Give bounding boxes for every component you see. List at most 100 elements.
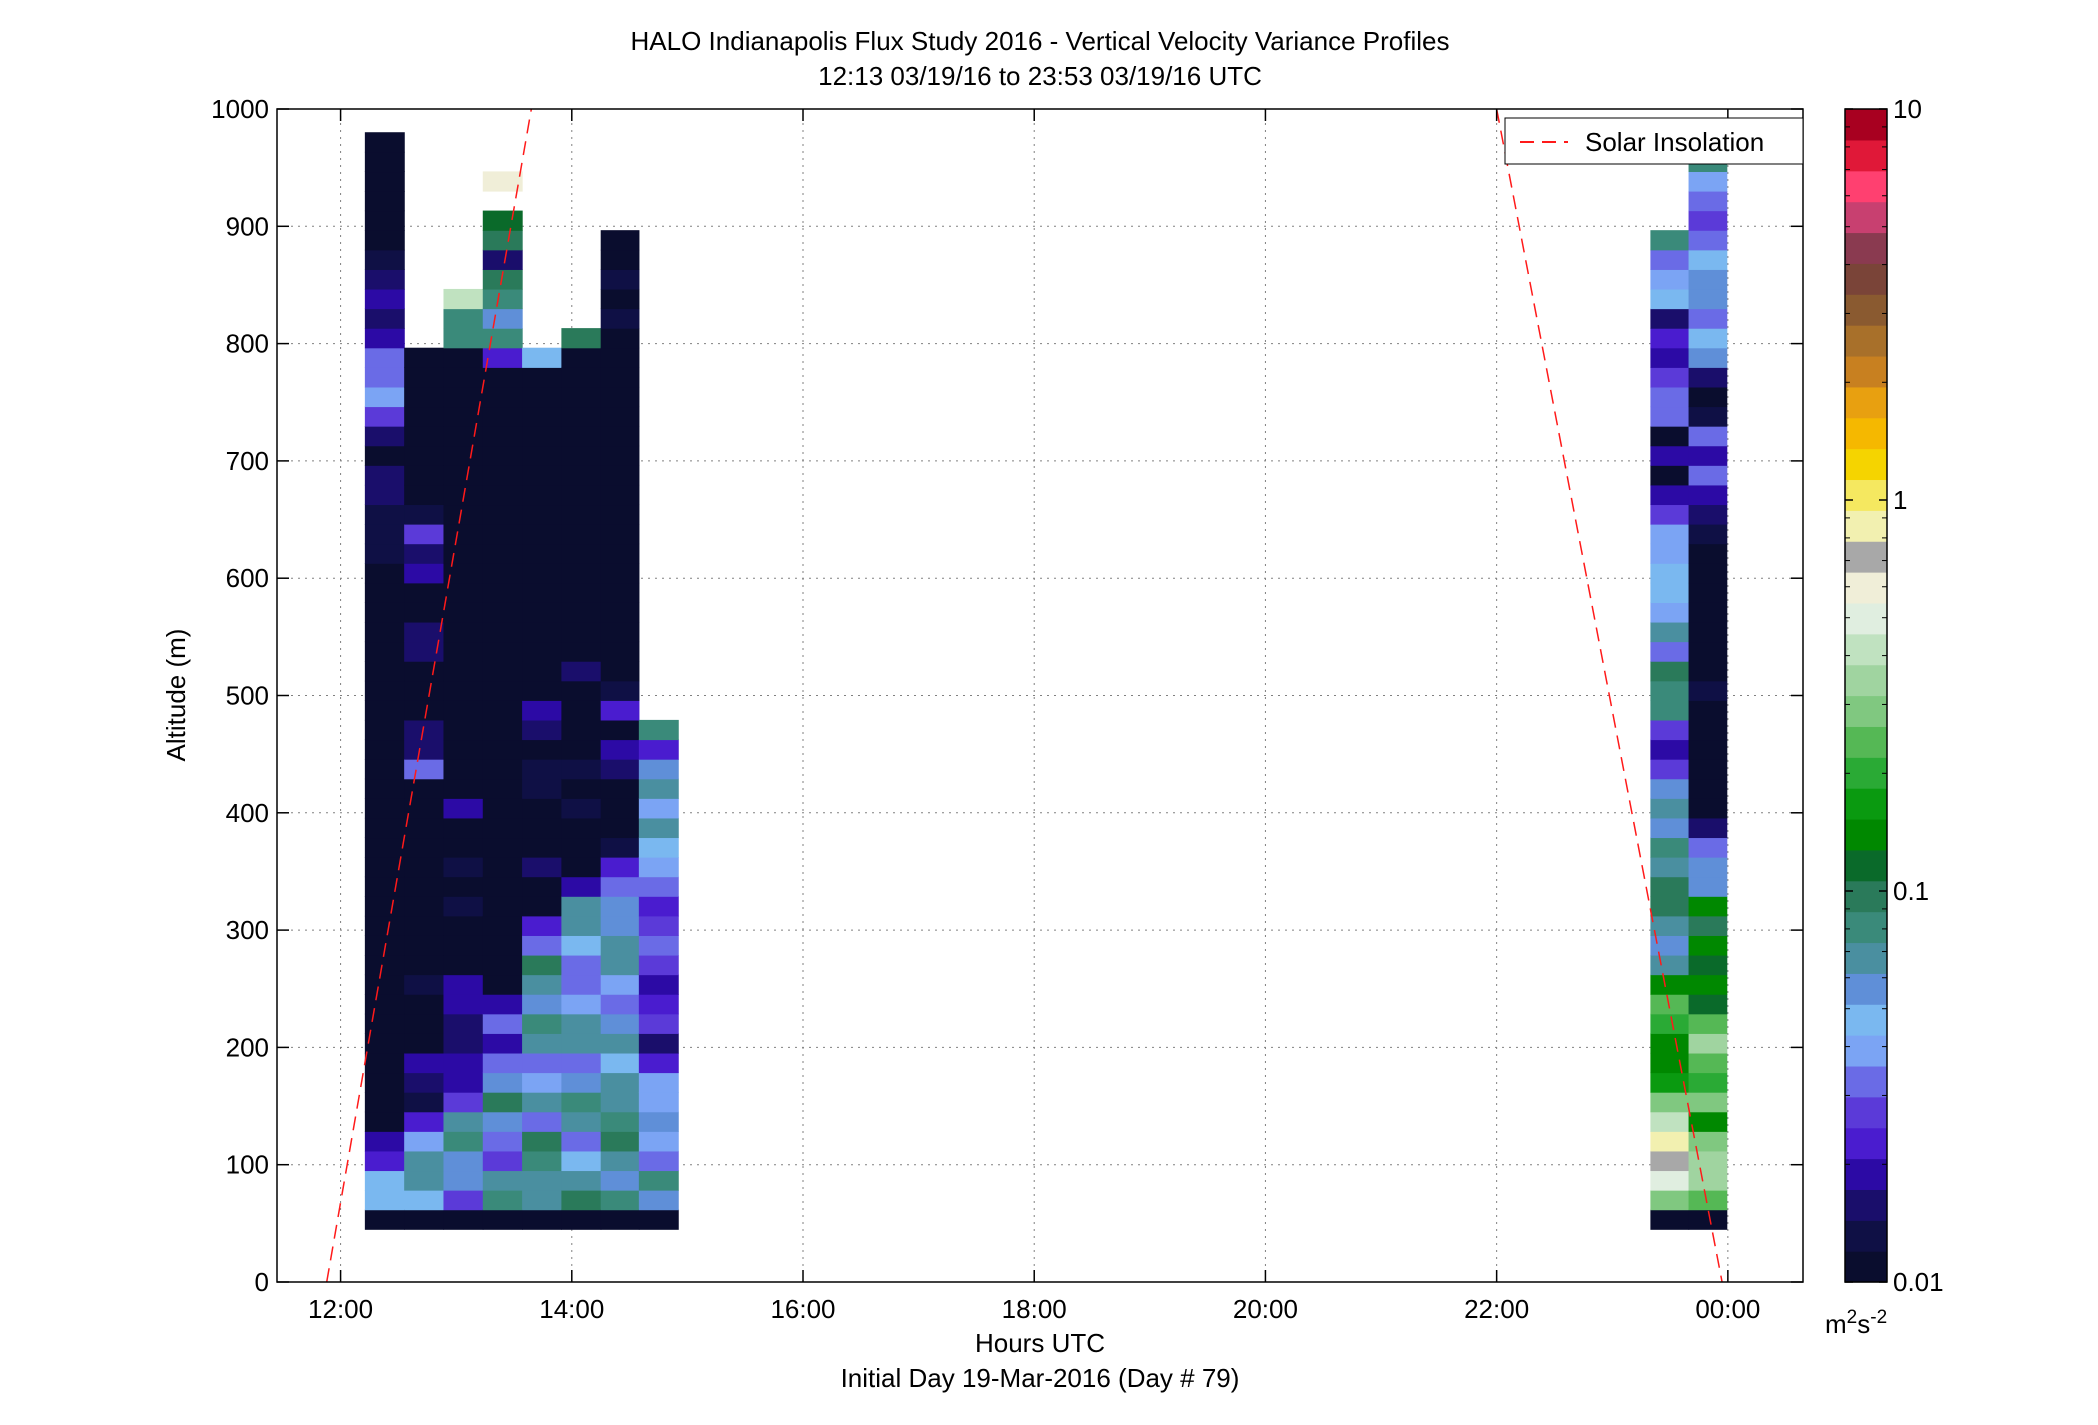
heatmap-cell — [600, 602, 640, 623]
heatmap-cell — [443, 817, 484, 839]
colorbar-unit: m2s-2 — [1825, 1307, 1887, 1339]
heatmap-cell — [404, 1072, 445, 1093]
colorbar-segment — [1845, 818, 1887, 851]
colorbar-segment — [1845, 880, 1887, 913]
heatmap-cell — [561, 641, 602, 662]
heatmap-cell — [522, 484, 562, 506]
colorbar-segment — [1845, 1096, 1887, 1129]
heatmap-cell — [404, 817, 445, 839]
heatmap-cell — [1650, 1052, 1690, 1074]
heatmap-cell — [364, 465, 405, 486]
heatmap-cell — [561, 935, 602, 956]
heatmap-cell — [561, 954, 602, 976]
heatmap-cell — [482, 484, 523, 506]
heatmap-cell — [443, 994, 484, 1015]
colorbar-segment — [1845, 1065, 1887, 1098]
heatmap-cell — [600, 1033, 640, 1054]
heatmap-cell — [1688, 367, 1728, 388]
heatmap-cell — [522, 876, 562, 897]
heatmap-cell — [600, 759, 640, 780]
colorbar-segment — [1845, 1158, 1887, 1190]
colorbar-segment — [1845, 417, 1887, 450]
heatmap-cell — [638, 935, 679, 956]
heatmap-cell — [522, 974, 562, 995]
colorbar-segment — [1845, 942, 1887, 974]
y-tick-label: 500 — [226, 681, 269, 711]
heatmap-cell — [1688, 641, 1728, 662]
heatmap-cell — [522, 1092, 562, 1113]
heatmap-cell — [600, 661, 640, 682]
heatmap-cell — [482, 837, 523, 858]
heatmap-cell — [561, 719, 602, 741]
legend: Solar Insolation — [1504, 117, 1804, 165]
heatmap-cell — [638, 1092, 679, 1113]
heatmap-cell — [1688, 719, 1728, 741]
heatmap-cell — [364, 1052, 405, 1074]
heatmap-cell — [443, 1131, 484, 1152]
heatmap-cell — [522, 759, 562, 780]
heatmap-cell — [522, 1150, 562, 1172]
heatmap-cell — [482, 602, 523, 623]
heatmap-cell — [443, 602, 484, 623]
heatmap-cell — [404, 465, 445, 486]
heatmap-cell — [443, 504, 484, 525]
heatmap-cell — [561, 778, 602, 799]
heatmap-cell — [561, 994, 602, 1015]
heatmap-cell — [561, 582, 602, 603]
heatmap-cell — [600, 1131, 640, 1152]
heatmap-cell — [404, 426, 445, 447]
heatmap-cell — [364, 132, 405, 153]
heatmap-cell — [561, 1170, 602, 1191]
heatmap-cell — [600, 1092, 640, 1113]
heatmap-cell — [443, 1111, 484, 1132]
heatmap-cell — [482, 249, 523, 270]
heatmap-cell — [561, 1190, 602, 1211]
heatmap-cell — [522, 954, 562, 976]
heatmap-cell — [522, 896, 562, 917]
heatmap-cell — [561, 837, 602, 858]
heatmap-cell — [482, 1092, 523, 1113]
colorbar-tick-label: 1 — [1893, 485, 1907, 515]
heatmap-cell — [1688, 994, 1728, 1015]
heatmap-cell — [1688, 798, 1728, 819]
heatmap-cell — [1650, 328, 1690, 349]
heatmap-cell — [600, 915, 640, 936]
heatmap-cell — [522, 915, 562, 936]
heatmap-cell — [600, 778, 640, 799]
heatmap-cell — [404, 719, 445, 741]
heatmap-cell — [1650, 837, 1690, 858]
heatmap-cell — [443, 426, 484, 447]
heatmap-cell — [561, 484, 602, 506]
heatmap-cell — [522, 680, 562, 701]
heatmap-cell — [364, 249, 405, 270]
heatmap-cell — [1688, 857, 1728, 878]
heatmap-cell — [600, 1209, 640, 1230]
heatmap-cell — [1650, 367, 1690, 388]
heatmap-cell — [404, 935, 445, 956]
heatmap-cell — [364, 602, 405, 623]
heatmap-cell — [561, 445, 602, 466]
heatmap-cell — [561, 798, 602, 819]
heatmap-cell — [638, 1111, 679, 1132]
heatmap-cell — [364, 1072, 405, 1093]
heatmap-cell — [561, 347, 602, 368]
heatmap-cell — [522, 563, 562, 584]
heatmap-cell — [561, 680, 602, 701]
heatmap-cell — [364, 1209, 405, 1230]
heatmap-cell — [522, 426, 562, 447]
heatmap-cell — [482, 621, 523, 643]
heatmap-cell — [638, 896, 679, 917]
heatmap-cell — [1688, 269, 1728, 290]
heatmap-cell — [638, 837, 679, 858]
heatmap-cell — [600, 230, 640, 251]
heatmap-cell — [1688, 1013, 1728, 1034]
heatmap-cell — [1688, 328, 1728, 349]
heatmap-cell — [522, 1033, 562, 1054]
heatmap-cell — [600, 328, 640, 349]
heatmap-cell — [482, 406, 523, 427]
heatmap-cell — [638, 1170, 679, 1191]
heatmap-cell — [561, 406, 602, 427]
heatmap-cell — [482, 857, 523, 878]
heatmap-cell — [561, 896, 602, 917]
heatmap-cell — [1650, 915, 1690, 936]
